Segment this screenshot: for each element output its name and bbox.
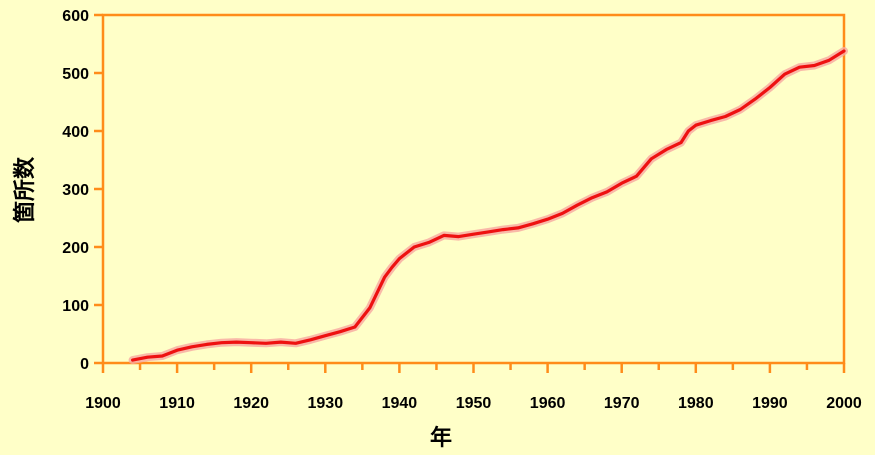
data-point (390, 266, 394, 269)
data-point (576, 204, 579, 207)
data-point (620, 182, 623, 185)
data-point (175, 349, 179, 352)
series-layer (128, 47, 848, 365)
data-point (694, 124, 697, 127)
data-point (590, 196, 594, 199)
data-point (724, 115, 727, 118)
data-point (531, 222, 534, 225)
data-point (664, 148, 668, 151)
data-point (398, 257, 401, 260)
data-point (546, 217, 549, 221)
data-point (264, 342, 268, 345)
x-tick-label: 1970 (604, 395, 640, 412)
data-point (146, 356, 149, 359)
data-point (427, 241, 431, 244)
y-tick-label: 400 (62, 124, 89, 141)
data-point (383, 275, 386, 279)
data-point (220, 341, 223, 344)
x-tick-label: 1980 (678, 395, 714, 412)
data-point (279, 340, 283, 344)
data-point (687, 129, 690, 133)
data-point (294, 342, 297, 345)
data-point (250, 341, 253, 344)
tick-labels: 0 100 200 300 400 500 600 1900 1910 1920 1930 1940 1… (62, 8, 862, 412)
data-point (413, 245, 416, 249)
y-tick-label: 0 (80, 356, 89, 373)
data-point (561, 212, 564, 215)
data-point (516, 226, 520, 230)
data-point (739, 108, 742, 111)
data-point (798, 66, 801, 69)
x-axis-title: 年 (430, 425, 452, 451)
y-tick-label: 300 (62, 182, 89, 199)
data-point (368, 306, 371, 310)
data-point (783, 72, 786, 76)
tick-marks (94, 13, 846, 373)
data-point (827, 59, 831, 62)
data-point (457, 235, 460, 238)
x-tick-label: 1900 (85, 395, 121, 412)
plot-area (101, 13, 846, 365)
data-point (679, 141, 683, 144)
y-tick-label: 500 (62, 66, 89, 83)
data-point (635, 175, 638, 178)
data-point (353, 325, 357, 329)
data-point (205, 343, 208, 346)
data-point (709, 119, 712, 122)
data-point (442, 234, 446, 237)
data-point (161, 354, 164, 358)
x-tick-label: 1930 (308, 395, 344, 412)
data-point (650, 157, 653, 161)
data-point (235, 340, 238, 344)
x-tick-label: 1960 (530, 395, 566, 412)
data-point (472, 233, 475, 236)
data-point (753, 97, 757, 101)
data-point (605, 190, 609, 194)
x-tick-label: 1940 (382, 395, 418, 412)
data-point (842, 49, 846, 53)
data-point (190, 345, 194, 348)
data-point (338, 330, 342, 333)
y-tick-label: 100 (62, 298, 89, 315)
data-point (309, 338, 312, 341)
y-axis-title: 箇所数 (12, 156, 38, 223)
x-tick-label: 1950 (456, 395, 492, 412)
data-point (768, 86, 772, 89)
x-tick-label: 1910 (159, 395, 195, 412)
x-tick-label: 2000 (826, 395, 862, 412)
y-tick-label: 600 (62, 8, 89, 25)
data-point (813, 64, 816, 67)
y-tick-label: 200 (62, 240, 89, 257)
x-tick-label: 1990 (752, 395, 788, 412)
data-point (324, 334, 327, 337)
data-point (487, 230, 490, 234)
data-point (501, 228, 505, 231)
data-point (131, 358, 134, 362)
x-tick-label: 1920 (233, 395, 269, 412)
